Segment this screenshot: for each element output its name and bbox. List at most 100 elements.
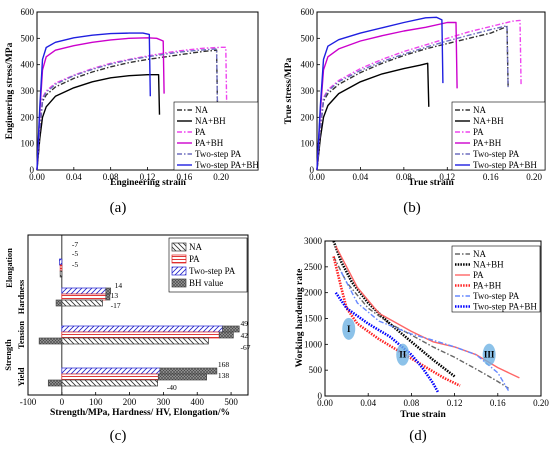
panel-d-plot: 0.00 0.04 0.08 0.12 0.16 0.20 0 500 1000 1500 2000… [304,236,549,408]
panel-b-plot: 0.00 0.04 0.08 0.12 0.16 0.20 0 100 200 300 400 500… [301,7,546,182]
y-tick-label: 600 [301,7,315,17]
bar-bh-value-ext-2 [222,325,240,333]
region-label-iii: III [484,350,495,360]
bar-bh-value-ext-3 [159,367,218,375]
legend-label-two-step-pa: Two-step PA [195,149,242,159]
panel-c-frame [27,234,249,396]
x-tick-label: 0.16 [490,398,506,408]
legend-label-na: NA [195,105,208,115]
y-tick-label: 200 [301,112,315,122]
x-tick-label: 0.12 [447,398,463,408]
panel-c-plot: -100 0 100 200 300 400 500-7-5-51413-174942-67… [20,235,251,407]
x-tick-label: 0.20 [213,172,229,182]
x-tick-label: 0.08 [404,398,420,408]
data-label-elongation-two-step-pa: -7 [72,240,78,249]
series-line-two-step-pa-bh [36,32,151,171]
series-line-na [332,256,509,389]
legend-label-two-step-pa-bh: Two-step PA+BH [473,160,537,170]
bar-na-1 [61,299,103,307]
region-label-i: I [347,324,351,334]
panel-b-xlabel: True strain [408,178,454,188]
legend-label-two-step-pa: Two-step PA [473,149,520,159]
x-tick-label: 0.00 [309,172,325,182]
x-tick-label: 0.20 [526,172,542,182]
x-tick-label: 500 [224,397,238,407]
region-ellipse-ii [396,343,410,366]
legend-label-two-step-pa-bh: Two-step PA+BH [195,160,259,170]
panel-label-c: (c) [110,428,127,444]
y-tick-label: 0 [30,165,35,175]
panel-a-xlabel: Engineering strain [110,178,186,188]
y-tick-label: 2000 [304,288,323,298]
bar-bh-value-neg-1 [55,299,63,307]
bar-na-0 [59,270,63,278]
legend-label-pa-bh: PA+BH [195,138,224,148]
x-tick-label: 0.08 [396,172,412,182]
y-tick-label: 100 [21,139,35,149]
series-line-na [316,25,509,171]
y-tick-label: 400 [301,60,315,70]
legend-label-two-step-pa-bh: Two-step PA+BH [473,302,537,312]
y-tick-label: 3000 [304,236,323,246]
panel-c-group-strength: Strength [3,339,13,371]
panel-c-group-yield: Yield [16,367,26,386]
legend-label-na: NA [189,242,202,252]
x-tick-label: 0 [60,397,65,407]
y-tick-label: 1000 [304,339,323,349]
x-tick-label: 0.00 [317,398,333,408]
data-label-yield-bh-value: 168 [218,360,230,369]
panel-label-b: (b) [403,200,421,216]
bar-bh-value-ext2-1 [105,293,111,301]
y-tick-label: 2500 [304,262,323,272]
series-line-two-step-pa [36,48,219,171]
panel-c-group-elongation: Elongation [4,248,14,288]
series-line-pa-bh [332,256,461,387]
bar-pa-1 [61,293,107,301]
x-tick-label: 0.16 [176,172,192,182]
panel-d-ylabel: Working hardening rate [295,269,305,368]
x-tick-label: 0.04 [353,172,369,182]
bar-bh-value-neg-2 [38,337,63,345]
legend-label-na-bh: NA+BH [473,260,504,270]
panel-d-xlabel: True strain [400,410,446,420]
legend-swatch-two-step-pa [171,266,187,276]
panel-a-ylabel: Engineering stress/MPa [5,42,15,139]
legend-box [173,101,259,171]
legend-label-pa: PA [473,270,484,280]
series-line-pa-bh [36,37,165,171]
bar-pa-2 [61,331,220,339]
legend-swatch-na [171,242,187,252]
bar-pa-0 [59,264,63,272]
series-line-two-step-pa [316,25,509,171]
x-tick-label: 0.00 [29,172,45,182]
bar-na-2 [61,337,209,345]
y-tick-label: 300 [21,86,35,96]
y-tick-label: 600 [21,7,35,17]
x-tick-label: 400 [190,397,204,407]
region-label-ii: II [399,350,407,360]
y-tick-label: 500 [21,33,35,43]
bar-bh-value-ext2-2 [218,331,234,339]
x-tick-label: 0.12 [439,172,455,182]
bar-two-step-pa-0 [59,258,63,266]
panel-c-group-hardness: Hardness [16,279,26,314]
data-label-tension-na: -67 [241,343,251,352]
legend-label-na: NA [473,105,486,115]
x-tick-label: 200 [123,397,137,407]
x-tick-label: 0.12 [140,172,156,182]
region-ellipse-iii [482,343,496,366]
y-tick-label: 400 [21,60,35,70]
legend-label-two-step-pa: Two-step PA [189,266,236,276]
data-label-hardness-na: -17 [111,301,121,310]
series-line-two-step-pa [340,271,510,392]
bar-two-step-pa-1 [61,287,107,295]
bar-two-step-pa-2 [61,325,223,333]
bar-bh-value-ext2-3 [157,373,207,381]
legend-label-two-step-pa: Two-step PA [473,291,520,301]
legend-label-na: NA [473,249,486,259]
panel-c-group-tension: Tension [16,321,26,349]
legend-box [451,245,541,313]
legend-label-na-bh: NA+BH [195,116,226,126]
series-line-na-bh [332,240,456,378]
x-tick-label: 0.04 [66,172,82,182]
